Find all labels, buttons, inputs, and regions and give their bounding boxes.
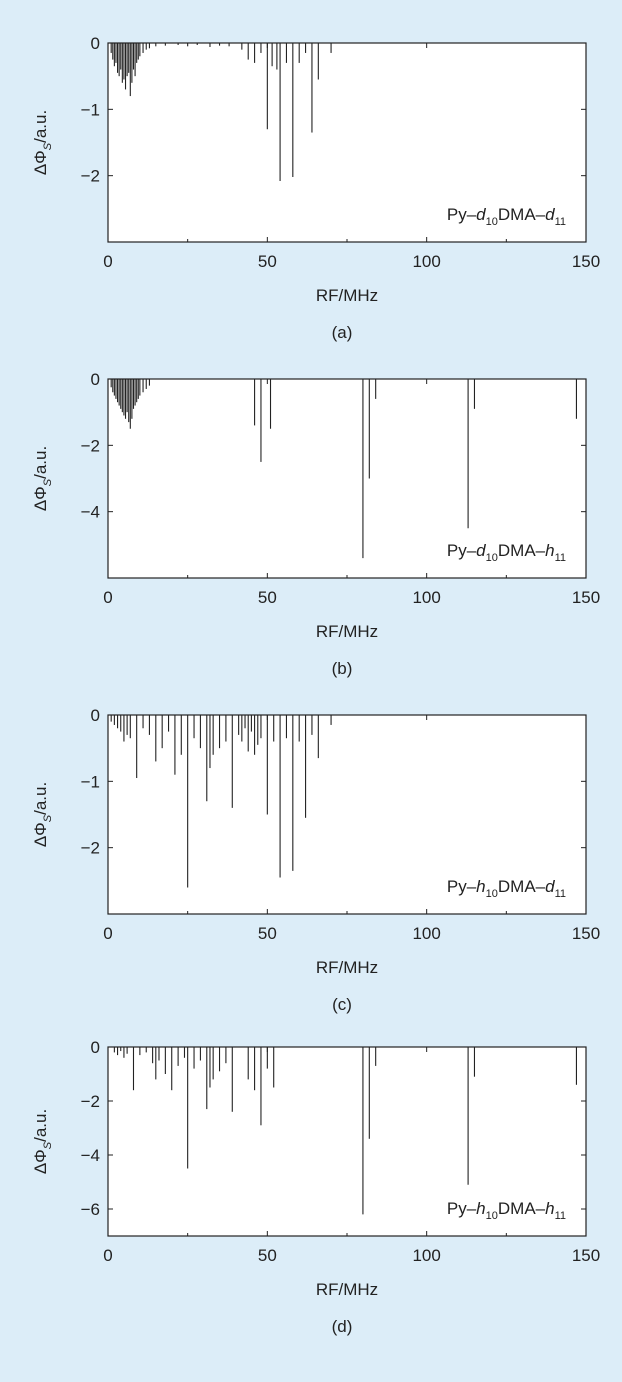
annotation-middle: DMA– xyxy=(498,205,546,224)
y-tick-label: −2 xyxy=(81,167,100,186)
y-axis-label-unit: /a.u. xyxy=(31,1109,50,1142)
y-axis-label-subscript: S xyxy=(42,478,54,486)
annotation-subscript-2: 11 xyxy=(555,552,566,564)
y-axis-label-symbol: ΔΦ xyxy=(31,1149,50,1174)
annotation-prefix: Py– xyxy=(447,205,477,224)
x-tick-label: 150 xyxy=(572,1246,600,1265)
x-tick-label: 0 xyxy=(103,588,112,607)
annotation-middle: DMA– xyxy=(498,1199,546,1218)
x-tick-label: 150 xyxy=(572,924,600,943)
x-tick-label: 100 xyxy=(412,252,440,271)
x-tick-label: 0 xyxy=(103,252,112,271)
annotation-prefix: Py– xyxy=(447,541,477,560)
x-tick-label: 50 xyxy=(258,588,277,607)
y-tick-label: 0 xyxy=(91,706,100,725)
annotation-subscript-2: 11 xyxy=(555,888,566,900)
y-axis-label-symbol: ΔΦ xyxy=(31,486,50,511)
x-tick-label: 50 xyxy=(258,1246,277,1265)
x-tick-label: 100 xyxy=(412,924,440,943)
y-axis-label-subscript: S xyxy=(42,814,54,822)
x-tick-label: 100 xyxy=(412,588,440,607)
compound-annotation: Py–d10DMA–d11 xyxy=(447,205,566,228)
annotation-subscript-1: 10 xyxy=(486,888,498,900)
x-tick-label: 0 xyxy=(103,924,112,943)
chart-panel-3: 0 50 100 150 0 −1 −2 RF/MHz ΔΦS/a.u. Py–h10DMA–d1… xyxy=(31,706,600,1014)
y-axis-label: ΔΦS/a.u. xyxy=(31,110,54,175)
y-tick-label: −1 xyxy=(81,772,100,791)
y-tick-label: −2 xyxy=(81,1092,100,1111)
chart-panel-1: 0 50 100 1500−1−2RF/MHzΔΦS/a.u.Py–d10DMA–d1… xyxy=(31,34,600,342)
x-axis-label: RF/MHz xyxy=(316,958,378,977)
panel-label: (d) xyxy=(332,1317,353,1336)
compound-annotation: Py–h10DMA–h11 xyxy=(447,1199,566,1222)
y-axis-label-unit: /a.u. xyxy=(31,110,50,143)
annotation-isotope-1: d xyxy=(476,541,486,560)
annotation-isotope-1: h xyxy=(476,877,485,896)
annotation-prefix: Py– xyxy=(447,1199,477,1218)
y-tick-label: 0 xyxy=(91,34,100,53)
y-tick-label: −2 xyxy=(81,436,100,455)
annotation-isotope-2: h xyxy=(545,1199,554,1218)
y-tick-label: 0 xyxy=(91,370,100,389)
annotation-isotope-2: d xyxy=(545,205,555,224)
annotation-isotope-2: h xyxy=(545,541,554,560)
annotation-subscript-1: 10 xyxy=(486,216,498,228)
y-tick-label: −4 xyxy=(81,503,100,522)
y-axis-label-unit: /a.u. xyxy=(31,782,50,815)
y-tick-label: −1 xyxy=(81,100,100,119)
annotation-isotope-1: h xyxy=(476,1199,485,1218)
annotation-subscript-1: 10 xyxy=(486,552,498,564)
panel-label: (c) xyxy=(332,995,352,1014)
y-tick-label: −6 xyxy=(81,1200,100,1219)
annotation-middle: DMA– xyxy=(498,877,546,896)
panel-label: (a) xyxy=(332,323,353,342)
x-axis-label: RF/MHz xyxy=(316,286,378,305)
annotation-subscript-1: 10 xyxy=(486,1210,498,1222)
x-axis-label: RF/MHz xyxy=(316,1280,378,1299)
annotation-middle: DMA– xyxy=(498,541,546,560)
annotation-subscript-2: 11 xyxy=(555,1210,566,1222)
chart-panel-2: 0 50 100 150 0 −2 −4 RF/MHz ΔΦS/a.u. Py–d10DMA–h1… xyxy=(31,370,600,678)
y-axis-label-subscript: S xyxy=(42,142,54,150)
annotation-prefix: Py– xyxy=(447,877,477,896)
compound-annotation: Py–h10DMA–d11 xyxy=(447,877,566,900)
y-axis-label-subscript: S xyxy=(42,1141,54,1149)
x-axis-label: RF/MHz xyxy=(316,622,378,641)
x-tick-label: 50 xyxy=(258,924,277,943)
y-axis-label-symbol: ΔΦ xyxy=(31,150,50,175)
x-tick-label: 150 xyxy=(572,252,600,271)
x-tick-label: 150 xyxy=(572,588,600,607)
y-axis-label-unit: /a.u. xyxy=(31,446,50,479)
y-axis-label: ΔΦS/a.u. xyxy=(31,1109,54,1174)
y-axis-label-symbol: ΔΦ xyxy=(31,822,50,847)
plot-area xyxy=(107,42,587,243)
y-tick-label: −4 xyxy=(81,1146,100,1165)
plot-area xyxy=(107,378,587,579)
panel-label: (b) xyxy=(332,659,353,678)
y-axis-label: ΔΦS/a.u. xyxy=(31,446,54,511)
x-tick-label: 100 xyxy=(412,1246,440,1265)
x-tick-label: 0 xyxy=(103,1246,112,1265)
compound-annotation: Py–d10DMA–h11 xyxy=(447,541,566,564)
y-axis-label: ΔΦS/a.u. xyxy=(31,782,54,847)
y-tick-label: −2 xyxy=(81,839,100,858)
y-tick-label: 0 xyxy=(91,1038,100,1057)
annotation-isotope-2: d xyxy=(545,877,555,896)
annotation-isotope-1: d xyxy=(476,205,486,224)
x-tick-label: 50 xyxy=(258,252,277,271)
annotation-subscript-2: 11 xyxy=(555,216,566,228)
chart-panel-4: 0 50 100 1500−2−4−6RF/MHzΔΦS/a.u.Py–h10DMA–… xyxy=(31,1038,600,1336)
